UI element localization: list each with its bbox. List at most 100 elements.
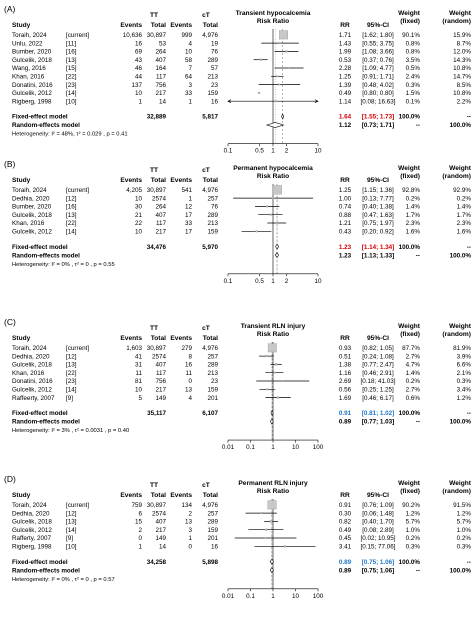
weight-random: 8.7% (457, 40, 472, 47)
study-row: Gulcelik, 2012 [14] 10 217 13 159 0.56 [0.25; 1… (12, 387, 471, 394)
study-name: Dedhia, 2020 (12, 510, 50, 517)
weight-random: 81.9% (453, 345, 471, 352)
study-rr: 0.43 (339, 229, 352, 236)
fixed-ct-total: 6,107 (202, 410, 218, 417)
random-rr: 1.12 (339, 122, 352, 129)
fixed-ci: [1.14; 1.34] (362, 244, 395, 251)
ct-events: 64 (185, 74, 193, 81)
study-ci: [0.15; 77.06] (360, 544, 395, 551)
study-ref: [current] (66, 502, 89, 509)
weight-random-header: Weight (449, 165, 472, 172)
heterogeneity-text: Heterogeneity: I² = 48%, τ² = 0.029 , p … (12, 132, 128, 138)
ct-events: 4 (188, 395, 192, 402)
ct-total: 289 (207, 519, 218, 526)
study-square (278, 42, 281, 45)
study-name: Toraih, 2024 (12, 187, 47, 194)
ct-total: 23 (211, 378, 219, 385)
group2-header: cT (202, 12, 210, 19)
weight-random: 8.5% (457, 82, 472, 89)
tt-total: 217 (155, 387, 166, 394)
study-ref: [12] (66, 353, 77, 360)
tt-total: 407 (155, 212, 166, 219)
total2-header: Total (203, 22, 218, 29)
study-rr: 0.51 (339, 353, 352, 360)
study-square (267, 343, 277, 353)
weight-random: 92.9% (453, 187, 471, 194)
study-name: Toraih, 2024 (12, 32, 47, 39)
tt-total: 149 (155, 535, 166, 542)
events1-header: Events (120, 492, 142, 499)
weight-fixed: 0.8% (406, 40, 421, 47)
weight-fixed: 3.5% (406, 57, 421, 64)
study-square (266, 388, 269, 391)
weight-random-sub: (random) (442, 488, 471, 495)
weight-fixed-header: Weight (398, 165, 421, 172)
fixed-tt-total: 35,117 (147, 410, 166, 417)
study-ref: [22] (66, 74, 77, 81)
ct-events: 58 (185, 57, 193, 64)
weight-fixed: 92.8% (402, 187, 420, 194)
group1-header: TT (150, 482, 158, 489)
x-tick-label: 0.1 (224, 278, 233, 285)
total2-header: Total (203, 492, 218, 499)
group1-header: TT (150, 167, 158, 174)
panel-label: (A) (4, 4, 16, 14)
x-tick-label: 2 (285, 148, 289, 155)
fixed-tt-total: 32,889 (147, 114, 167, 121)
weight-fixed: 87.7% (402, 345, 420, 352)
study-row: Gulcelik, 2018 [13] 21 407 17 289 0.88 [0.47; 1… (12, 212, 471, 219)
weight-fixed: 1.4% (406, 370, 421, 377)
study-rr: 1.14 (339, 98, 352, 105)
ci-header: 95%-CI (367, 177, 389, 184)
study-ref: [11] (66, 40, 76, 47)
study-square (277, 396, 280, 399)
ct-events: 7 (188, 65, 192, 72)
weight-random: 1.4% (457, 204, 472, 211)
weight-fixed-header: Weight (398, 323, 421, 330)
events2-header: Events (170, 22, 192, 29)
study-name: Bumber, 2020 (12, 204, 52, 211)
ct-events: 0 (188, 544, 192, 551)
weight-fixed: 4.7% (406, 362, 421, 369)
study-square (259, 58, 262, 61)
study-row: Gulcelik, 2018 [13] 15 407 13 289 0.82 [0.40; 1… (12, 519, 471, 526)
ct-total: 257 (207, 195, 218, 202)
ct-events: 1 (188, 195, 192, 202)
weight-fixed: 1.5% (406, 90, 421, 97)
study-name: Dedhia, 2020 (12, 353, 50, 360)
total2-header: Total (203, 335, 218, 342)
weight-fixed-sub: (fixed) (400, 173, 420, 180)
study-name: Rigberg, 1998 (12, 544, 52, 551)
fixed-ci: [1.55; 1.73] (362, 114, 395, 121)
study-ci: [0.37; 0.76] (362, 57, 394, 64)
tt-events: 1 (138, 98, 142, 105)
tt-events: 30 (135, 204, 143, 211)
study-name: Unlu, 2022 (12, 40, 43, 47)
ct-total: 289 (207, 362, 218, 369)
outcome-title: Permanent hypocalcemia (233, 165, 313, 172)
tt-events: 46 (135, 65, 143, 72)
outcome-title: Permanent RLN injury (238, 480, 308, 487)
weight-random-sub: (random) (442, 173, 471, 180)
study-ci: [0.75; 1.97] (362, 220, 394, 227)
weight-fixed: 0.2% (406, 535, 421, 542)
study-square (265, 528, 268, 531)
ci-header: 95%-CI (367, 492, 389, 499)
study-ci: [0.40; 1.70] (362, 519, 394, 526)
random-ci: [1.13; 1.33] (362, 252, 395, 259)
heterogeneity-text: Heterogeneity: I² = 0% , τ² = 0 , p = 0.… (12, 577, 115, 583)
ct-events: 279 (181, 345, 192, 352)
panel-label: (C) (4, 317, 16, 327)
study-row: Dedhia, 2020 [12] 41 2574 8 257 0.51 [0.24; 1.0… (12, 353, 471, 360)
study-ci: [0.40; 1.38] (362, 204, 394, 211)
study-rr: 0.30 (339, 510, 352, 517)
tt-events: 31 (135, 362, 143, 369)
random-rr: 1.23 (339, 252, 352, 259)
study-ci: [0.25; 1.25] (362, 387, 394, 394)
study-name: Donatini, 2016 (12, 378, 53, 385)
tt-events: 11 (135, 370, 142, 377)
study-row: Dedhia, 2020 [12] 10 2574 1 257 1.00 [0.13; 7.7… (12, 195, 471, 202)
fixed-diamond (275, 243, 280, 250)
